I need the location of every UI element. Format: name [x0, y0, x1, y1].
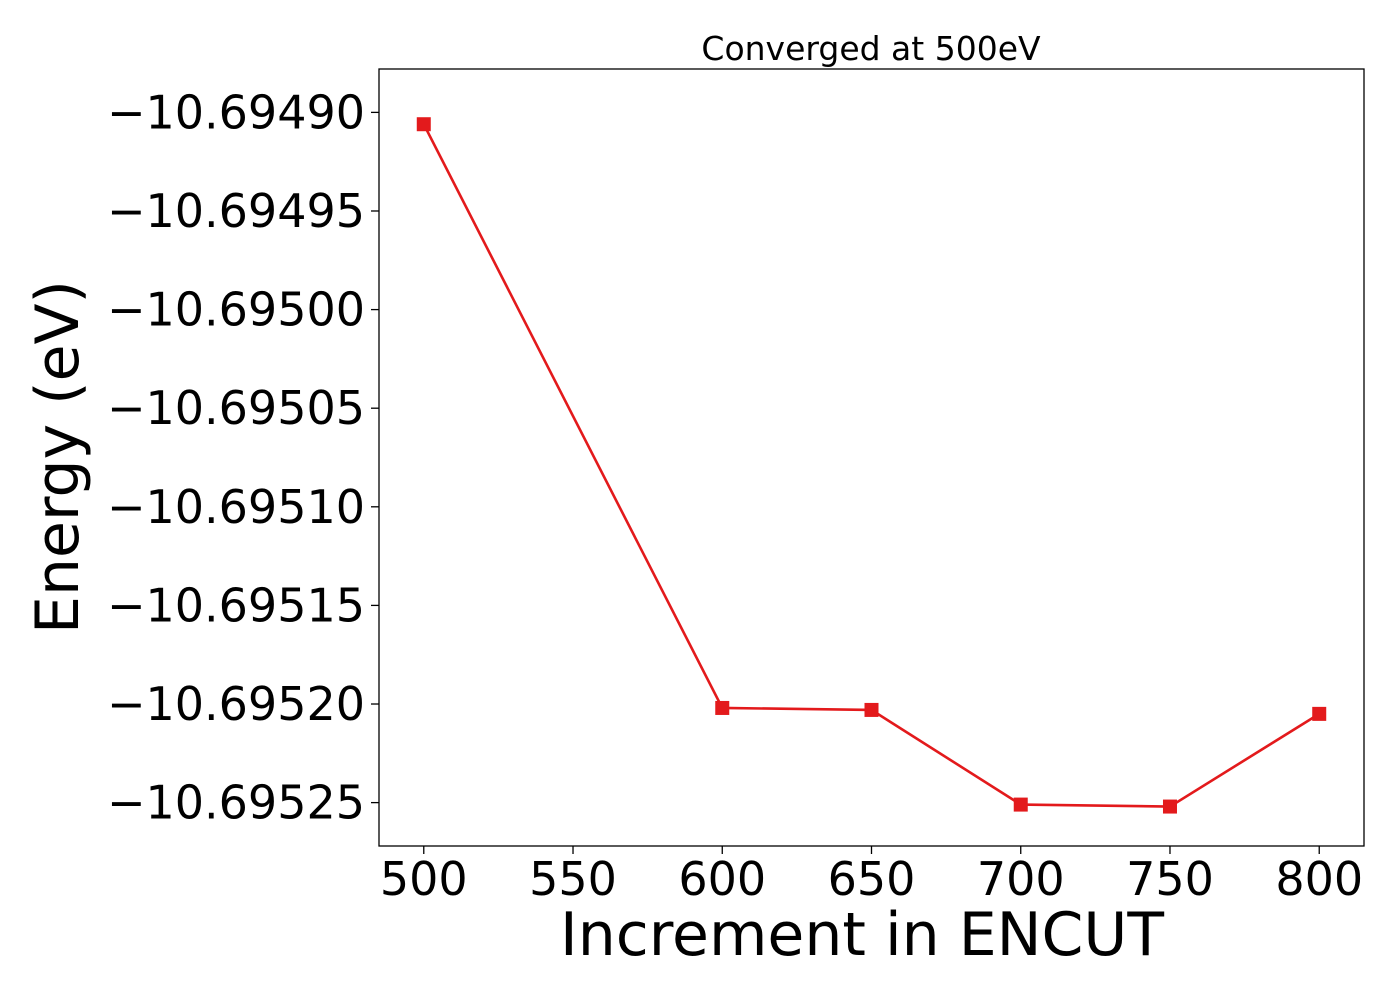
x-tick-label: 500	[380, 852, 468, 906]
series-line	[422, 123, 1320, 808]
x-tick-label: 800	[1275, 852, 1363, 906]
x-tick-label: 600	[678, 852, 766, 906]
chart-title: Converged at 500eV	[701, 29, 1041, 68]
y-tick-label: −10.69515	[107, 578, 365, 632]
y-axis-label: Energy (eV)	[23, 280, 93, 634]
x-axis-label: Increment in ENCUT	[560, 900, 1164, 970]
y-tick-label: −10.69505	[107, 381, 365, 435]
y-axis-ticks: −10.69490 −10.69495 −10.69500 −10.69505 −10.…	[107, 85, 379, 830]
y-tick-label: −10.69495	[107, 184, 365, 238]
y-tick-label: −10.69520	[107, 677, 365, 731]
plot-area-frame	[378, 68, 1365, 847]
data-point-marker	[1162, 799, 1177, 814]
y-tick-label: −10.69525	[107, 776, 365, 830]
y-tick-label: −10.69490	[107, 85, 365, 139]
x-tick-label: 750	[1126, 852, 1214, 906]
y-tick-label: −10.69500	[107, 283, 365, 337]
data-point-marker	[715, 700, 730, 715]
x-tick-label: 650	[828, 852, 916, 906]
y-tick-label: −10.69510	[107, 480, 365, 534]
data-point-marker	[416, 117, 431, 132]
x-tick-label: 550	[529, 852, 617, 906]
data-point-marker	[864, 702, 879, 717]
x-axis-ticks: 500 550 600 650 700 750 800	[380, 846, 1363, 906]
data-point-marker	[1312, 706, 1327, 721]
series-layer	[416, 117, 1327, 814]
data-point-marker	[1013, 797, 1028, 812]
x-tick-label: 700	[977, 852, 1065, 906]
